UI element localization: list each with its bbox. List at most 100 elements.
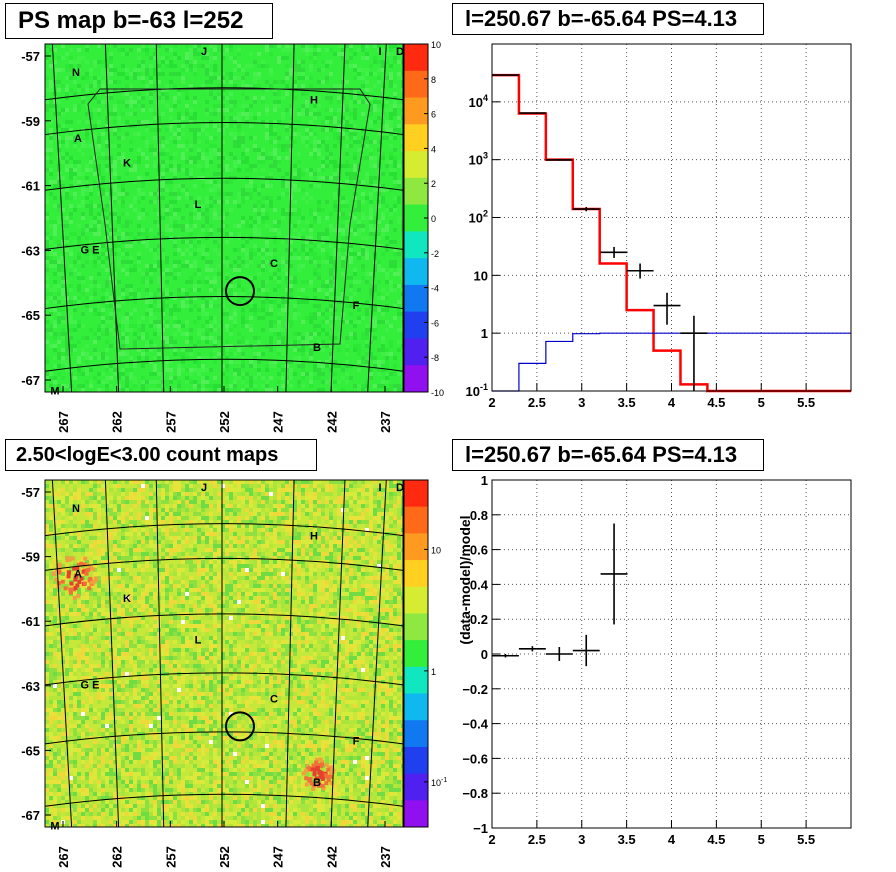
map-x-tick-label: 237 [378,846,393,868]
marked-source-circle [225,276,255,307]
map-x-tick-label: 237 [378,411,393,433]
source-label-C: C [270,258,278,270]
spectrum-panel [491,43,852,393]
residual-y-tick-label: 0.2 [470,612,488,627]
source-label-I: I [378,482,381,494]
spectrum-grid [491,44,851,391]
data-point [626,263,654,279]
spectrum-x-tick-label: 4 [668,395,676,410]
colorbar-tick-label: 1 [431,667,436,677]
map-y-tick-label: -63 [21,679,40,694]
source-label-B: B [313,342,321,354]
map-grid [44,43,404,393]
map-y-tick-label: -57 [21,485,40,500]
map-x-tick-label: 267 [56,411,71,433]
spectrum-x-tick-label: 2.5 [528,395,546,410]
map-panel-0: N A K L G E J H C F B I D M -57 -59 -61 -63 -65 -67 267 262 2… [21,40,444,433]
map-y-tick-label: -65 [21,743,40,758]
source-label-H: H [310,95,318,107]
map-x-tick-label: 242 [324,411,339,433]
map-y-tick-label: -59 [21,550,40,565]
spectrum-x-tick-label: 3.5 [618,395,636,410]
spectrum-x-tick-label: 4.5 [707,395,725,410]
source-label-I: I [378,46,381,58]
source-label-A: A [74,133,82,145]
residual-x-tick-label: 3.5 [618,832,636,847]
map-x-tick-label: 262 [110,411,125,433]
spectrum-y-tick-label: 10 [474,268,488,283]
map-x-tick-label: 257 [163,411,178,433]
residual-y-tick-label: 1 [481,473,488,488]
data-point [680,315,708,391]
colorbar-tick-label: -10 [431,388,444,398]
colorbar: 10 1 10-1 [403,479,447,828]
source-label-J: J [201,482,207,494]
colorbar-tick-label: -4 [431,284,439,294]
residual-x-tick-label: 5 [758,832,765,847]
map-grid [44,479,404,828]
colorbar-tick-label: -8 [431,353,439,363]
colorbar-tick-label: 2 [431,179,436,189]
source-label-C: C [270,694,278,706]
colorbar-tick-label: 4 [431,144,436,154]
data-point [545,159,573,161]
residual-y-tick-label: −0.6 [462,751,488,766]
background-step-line [492,332,851,392]
colorbar-tick-label: 10 [431,40,441,50]
residual-y-tick-label: −0.8 [462,786,488,801]
colorbar-tick-label: 10-1 [431,777,447,788]
colorbar-tick-label: 8 [431,75,436,85]
spectrum-y-tick-label: 102 [469,209,488,226]
hotspot-B [301,757,336,791]
spectrum-y-tick-label: 1 [481,326,488,341]
spectrum-title: l=250.67 b=-65.64 PS=4.13 [452,3,764,35]
residual-point [572,634,600,667]
residual-x-tick-label: 2.5 [528,832,546,847]
data-point [600,246,628,258]
map-noise [45,44,403,392]
source-label-F: F [353,300,360,312]
residual-y-tick-label: −1 [473,821,488,836]
residual-x-tick-label: 2 [488,832,495,847]
spectrum-y-tick-label: 10-1 [466,382,488,399]
map-x-tick-label: 267 [56,846,71,868]
map-x-tick-label: 252 [217,411,232,433]
map-x-tick-label: 247 [271,846,286,868]
residual-title: l=250.67 b=-65.64 PS=4.13 [452,439,764,471]
map-y-tick-label: -61 [21,614,40,629]
spectrum-y-tick-label: 103 [469,151,488,168]
roi-outline [87,88,371,350]
source-label-A: A [74,569,82,581]
source-label-F: F [353,735,360,747]
colorbar-frame [403,479,429,828]
source-label-M: M [50,385,59,397]
source-label-B: B [313,777,321,789]
map-x-tick-label: 257 [163,846,178,868]
map-x-tick-label: 247 [271,411,286,433]
map-y-tick-label: -59 [21,114,40,129]
spectrum-x-tick-label: 5.5 [797,395,815,410]
residual-y-tick-label: −0.2 [462,682,488,697]
map-y-tick-label: -65 [21,308,40,323]
count-map-title: 2.50<logE<3.00 count maps [5,439,317,471]
map-y-tick-label: -57 [21,49,40,64]
source-label-J: J [201,46,207,58]
data-point [572,206,600,212]
source-label-GE: G E [81,244,100,256]
residual-y-tick-label: 0.8 [470,508,488,523]
spectrum-y-tick-label: 104 [469,93,488,110]
map-y-tick-label: -67 [21,808,40,823]
map-x-tick-label: 252 [217,846,232,868]
source-label-N: N [72,67,80,79]
residual-point [518,646,546,652]
map-noise [45,480,403,827]
residual-point [492,654,519,658]
source-label-D: D [396,46,404,58]
spectrum-x-tick-label: 3 [578,395,585,410]
residual-y-tick-label: −0.4 [462,717,488,732]
residual-x-tick-label: 5.5 [797,832,815,847]
source-label-M: M [50,820,59,832]
colorbar-tick-label: 10 [431,545,441,555]
residual-panel: 2 2.5 3 3.5 4 4.5 5 5.5 1 0.8 0.6 0.4 0.2 0 −0.2 −0.4 −0… [457,473,852,847]
source-label-L: L [195,199,202,211]
